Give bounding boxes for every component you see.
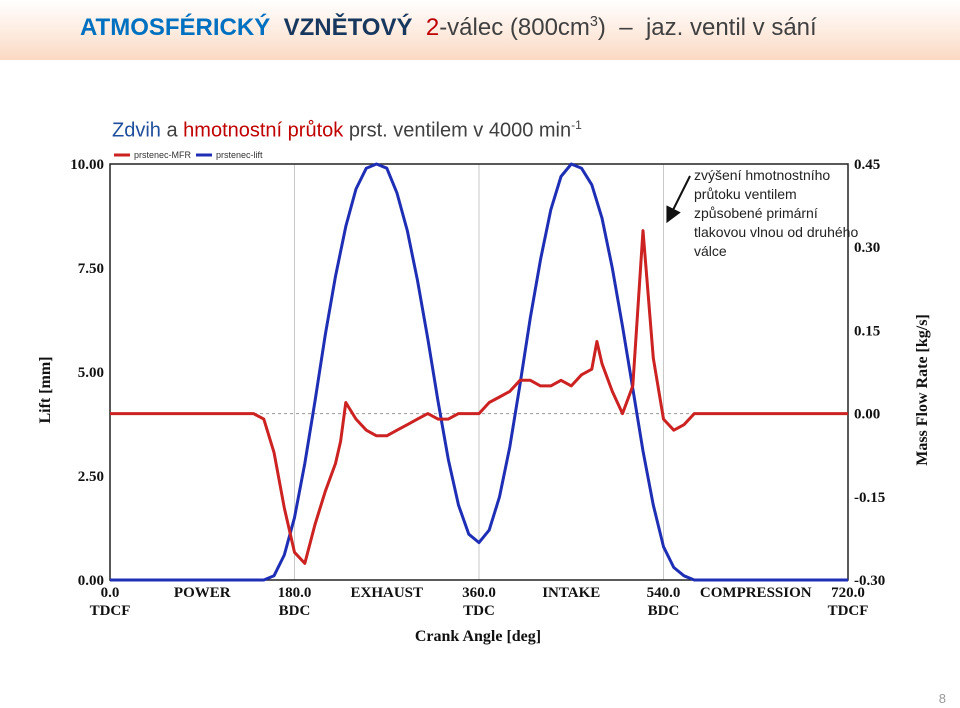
subtitle-part-4: prst. ventilem v 4000 min — [348, 119, 572, 142]
chart-subtitle: Zdvih a hmotnostní průtok prst. ventilem… — [112, 118, 582, 143]
right-axis-title: Mass Flow Rate [kg/s] — [914, 314, 931, 466]
x-tick-value: 360.0 — [462, 585, 496, 601]
subtitle-part-4-sup: -1 — [571, 118, 582, 132]
y-tick-label-left: 2.50 — [78, 469, 104, 485]
legend-label-lift: prstenec-lift — [216, 150, 263, 160]
y-tick-label-right: 0.00 — [854, 407, 880, 423]
phase-label: INTAKE — [542, 585, 600, 601]
phase-label: POWER — [174, 585, 231, 601]
y-tick-label-right: -0.30 — [854, 573, 885, 589]
annotation-text: zvýšení hmotnostního průtoku ventilem zp… — [694, 167, 859, 259]
x-axis-title: Crank Angle [deg] — [415, 628, 541, 645]
phase-label: EXHAUST — [350, 585, 423, 601]
y-tick-label-left: 7.50 — [78, 261, 104, 277]
plot-area-frame — [109, 163, 849, 581]
series-layer — [110, 162, 848, 582]
subtitle-part-1: Zdvih — [112, 119, 161, 142]
title-part-2: VZNĚTOVÝ — [283, 14, 413, 41]
title-part-5: ) — [597, 14, 606, 41]
x-tick-label: BDC — [279, 603, 311, 619]
phase-label: COMPRESSION — [700, 585, 812, 601]
title-part-3: 2 — [425, 14, 440, 41]
x-tick-label: TDCF — [90, 603, 131, 619]
subtitle-part-2: a — [166, 119, 178, 142]
left-axis-title: Lift [mm] — [37, 356, 54, 423]
left-axis-ticks: 10.00 7.50 5.00 2.50 0.00 — [70, 157, 104, 589]
y-tick-label-right: 0.45 — [854, 157, 880, 173]
legend: prstenec-MFR prstenec-lift — [114, 150, 263, 160]
x-tick-label: TDC — [463, 603, 495, 619]
right-axis-ticks: 0.45 0.30 0.15 0.00 -0.15 -0.30 — [854, 157, 885, 589]
mfr-series-line — [110, 229, 848, 565]
x-tick-value: 180.0 — [278, 585, 312, 601]
x-tick-label: BDC — [648, 603, 680, 619]
lift-series-line — [110, 162, 848, 582]
x-axis-ticks: 0.0 TDCF 180.0 BDC 360.0 TDC 540.0 BDC 720.0 TDCF… — [90, 585, 869, 619]
title-part-1: ATMOSFÉRICKÝ — [80, 14, 271, 41]
y-tick-label-right: 0.15 — [854, 323, 880, 339]
title-part-4-sup: 3 — [589, 14, 598, 30]
y-tick-label-left: 10.00 — [70, 157, 104, 173]
title-bar — [0, 0, 960, 60]
x-tick-value: 720.0 — [831, 585, 865, 601]
annotation-arrow — [666, 175, 691, 224]
page-number: 8 — [938, 691, 946, 706]
legend-label-mfr: prstenec-MFR — [134, 150, 192, 160]
y-tick-label-right: -0.15 — [854, 490, 885, 506]
y-tick-label-left: 0.00 — [78, 573, 104, 589]
slide-title: ATMOSFÉRICKÝ VZNĚTOVÝ 2-válec (800cm3) –… — [80, 14, 817, 42]
x-tick-value: 0.0 — [101, 585, 120, 601]
x-tick-value: 540.0 — [647, 585, 681, 601]
subtitle-part-3: hmotnostní průtok — [183, 119, 344, 142]
y-tick-label-left: 5.00 — [78, 365, 104, 381]
title-dash: – — [612, 14, 640, 41]
y-tick-label-right: 0.30 — [854, 240, 880, 256]
title-part-4: -válec (800cm — [439, 14, 590, 41]
title-part-6: jaz. ventil v sání — [645, 14, 817, 41]
x-tick-label: TDCF — [828, 603, 869, 619]
